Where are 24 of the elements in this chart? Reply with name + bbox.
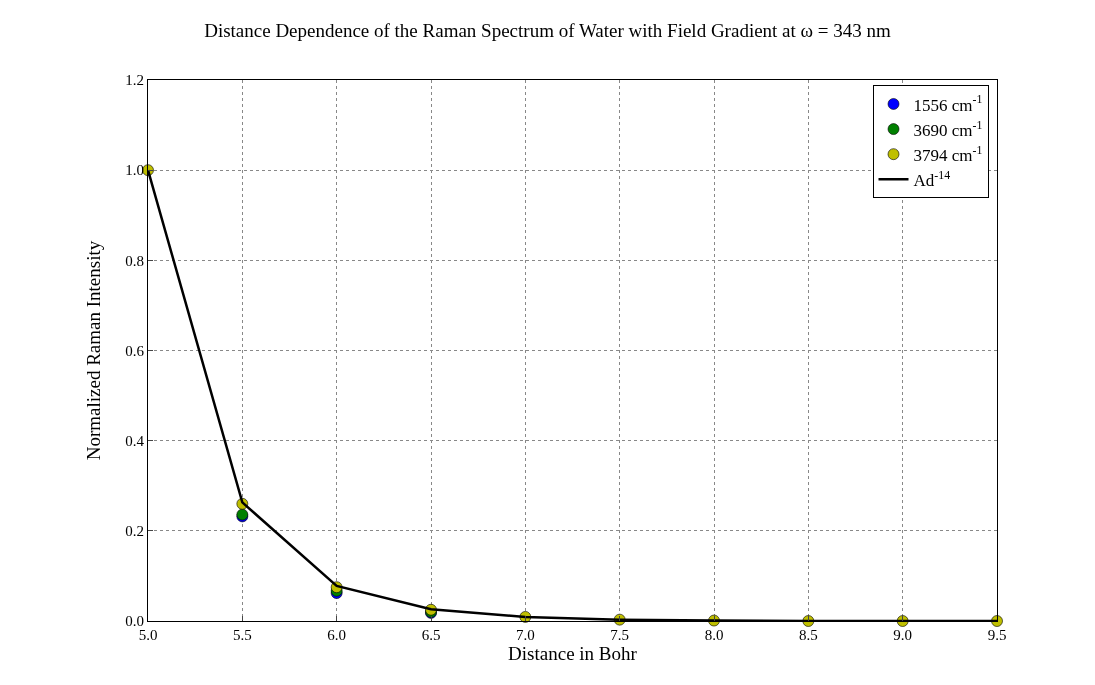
x-tick-label: 6.5	[421, 627, 441, 643]
x-tick-label: 9.5	[987, 627, 1007, 643]
y-tick-label: 1.2	[125, 72, 144, 89]
x-tick-label: 8.0	[704, 627, 724, 643]
x-tick-label: 8.5	[798, 627, 818, 643]
y-tick-label: 0.0	[125, 613, 144, 630]
x-tick-label: 5.0	[138, 627, 158, 643]
y-tick-label: 0.8	[125, 252, 144, 269]
x-axis-title: Distance in Bohr	[508, 643, 638, 664]
chart-title: Distance Dependence of the Raman Spectrum of Water with Field Gradient at ω = 343 nm	[204, 20, 892, 42]
x-tick-label: 5.5	[232, 627, 252, 643]
x-tick-label: 6.0	[327, 627, 347, 643]
legend-label: Ad$^{-14}$	[913, 167, 951, 190]
x-tick-label: 7.5	[610, 627, 630, 643]
legend-label: 1556 cm$^{-1}$	[913, 92, 983, 115]
legend-label: 3690 cm$^{-1}$	[913, 117, 983, 140]
x-tick-label: 9.0	[893, 627, 913, 643]
y-tick-label: 0.2	[125, 523, 144, 540]
y-tick-label: 1.0	[125, 162, 144, 179]
x-tick-label: 7.0	[515, 627, 535, 643]
y-axis-title: Normalized Raman Intensity	[83, 240, 104, 461]
legend-label: 3794 cm$^{-1}$	[913, 142, 983, 165]
y-tick-label: 0.4	[125, 432, 145, 449]
y-tick-label: 0.6	[125, 342, 145, 359]
